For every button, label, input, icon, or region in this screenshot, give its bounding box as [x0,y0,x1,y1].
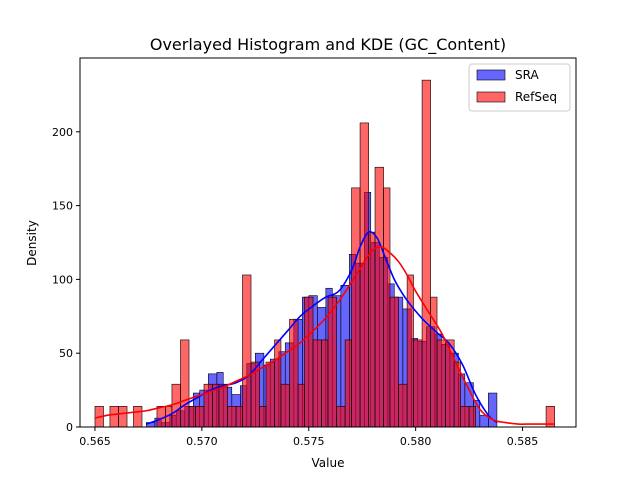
y-tick-label: 0 [66,421,73,434]
refseq-bar [413,339,423,428]
y-axis-ticks: 0 50 100 150 200 [52,126,80,434]
refseq-kde-line [94,246,555,425]
refseq-bar [227,406,237,428]
y-tick-label: 150 [52,200,73,213]
refseq-bar [218,383,228,428]
y-tick-label: 50 [59,347,73,360]
refseq-bar [389,296,399,428]
chart-title: Overlayed Histogram and KDE (GC_Content) [150,35,506,55]
refseq-bar [195,406,205,428]
x-axis-ticks: 0.565 0.570 0.575 0.580 0.585 [79,427,538,448]
plot-frame [79,57,577,428]
refseq-bar [265,361,275,428]
refseq-bar [118,406,128,428]
refseq-bar [133,406,143,428]
refseq-bar [109,406,119,428]
y-tick-label: 200 [52,126,73,139]
refseq-bar [312,339,322,428]
refseq-bar [259,406,267,428]
refseq-bar [327,296,337,428]
legend-label-sra: SRA [515,68,539,82]
refseq-bar [368,231,376,428]
x-tick-label: 0.575 [293,435,325,448]
x-tick-label: 0.585 [507,435,539,448]
refseq-bar [180,339,190,428]
refseq-bar [398,383,408,428]
refseq-bar [321,339,329,428]
refseq-bar [242,274,252,428]
refseq-bar [344,339,352,428]
refseq-bar [336,406,346,428]
refseq-bar [436,339,446,428]
refseq-bar [421,79,431,428]
kde-curves [94,231,555,425]
refseq-bar [460,406,470,428]
legend: SRA RefSeq [468,63,571,112]
refseq-bar [297,383,305,428]
x-tick-label: 0.565 [79,435,111,448]
refseq-bar [468,406,476,428]
refseq-bar [304,296,314,428]
refseq-bar [351,187,361,428]
refseq-bar [171,383,181,428]
y-axis-label: Density [25,220,39,266]
x-tick-label: 0.570 [186,435,218,448]
refseq-bar [274,339,282,428]
refseq-bar [280,383,290,428]
legend-swatch-refseq [476,91,506,103]
legend-swatch-sra [476,69,506,81]
refseq-bar [289,318,299,428]
legend-label-refseq: RefSeq [515,90,557,104]
refseq-bar [359,122,369,428]
x-axis-label: Value [312,456,345,470]
y-tick-label: 100 [52,273,73,286]
refseq-bar [445,339,455,428]
refseq-bar [406,274,414,428]
refseq-bar [374,166,384,428]
refseq-bar [188,406,196,428]
sra-kde-line [146,231,498,425]
refseq-bar [235,406,243,428]
x-tick-label: 0.580 [400,435,432,448]
refseq-bar [383,187,391,428]
